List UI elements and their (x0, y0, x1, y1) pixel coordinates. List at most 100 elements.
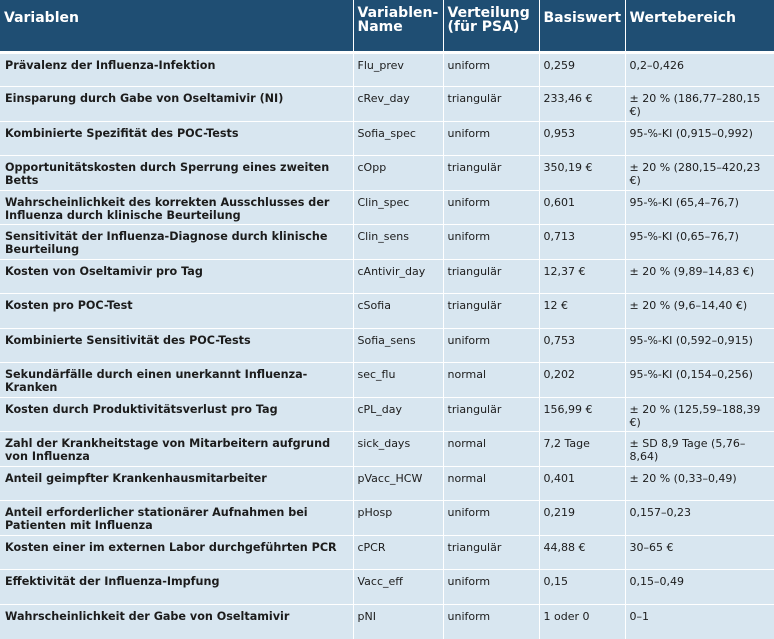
cell-variable-name: Vacc_eff (352, 569, 443, 605)
header-value-range: Wertebereich (624, 0, 774, 54)
cell-value-range: 30–65 € (624, 535, 774, 570)
table-row: Anteil geimpfter Krankenhausmitarbeiter p… (0, 466, 774, 501)
cell-value-range: 95-%-KI (0,154–0,256) (624, 362, 774, 398)
header-range-label: Wertebereich (629, 10, 737, 26)
cell-variable: Effektivität der Influenza-Impfung (0, 569, 353, 605)
cell-distribution: uniform (442, 604, 539, 639)
cell-variable-name: sec_flu (352, 362, 443, 398)
cell-variable: Kosten pro POC-Test (0, 293, 353, 329)
table-row: Sensitivität der Influenza-Diagnose durc… (0, 224, 774, 260)
cell-variable-name: Clin_sens (352, 224, 443, 260)
cell-value-range: 0,15–0,49 (624, 569, 774, 605)
table-row: Anteil erforderlicher stationärer Aufnah… (0, 500, 774, 536)
table-row: Effektivität der Influenza-Impfung Vacc_e… (0, 569, 774, 605)
table-row: Einsparung durch Gabe von Oseltamivir (N… (0, 86, 774, 122)
cell-value-range: ± 20 % (9,89–14,83 €) (624, 259, 774, 294)
header-dist-line2: (für PSA) (447, 19, 520, 35)
table-header-row: Variablen Variablen- Name Verteilung (für … (0, 0, 774, 54)
cell-variable: Einsparung durch Gabe von Oseltamivir (N… (0, 86, 353, 122)
header-base-label: Basiswert (543, 10, 622, 26)
header-distribution: Verteilung (für PSA) (442, 0, 539, 54)
cell-base-value: 0,953 (538, 121, 625, 156)
header-name-line1: Variablen- (357, 5, 439, 21)
table-row: Kosten von Oseltamivir pro Tag cAntivir_d… (0, 259, 774, 294)
table-body: Prävalenz der Influenza-Infektion Flu_pre… (0, 52, 774, 639)
cell-distribution: uniform (442, 224, 539, 260)
table-row: Kombinierte Spezifität des POC-Tests Sofi… (0, 121, 774, 156)
cell-variable-name: cAntivir_day (352, 259, 443, 294)
cell-variable: Wahrscheinlichkeit des korrekten Ausschl… (0, 190, 353, 225)
cell-distribution: triangulär (442, 86, 539, 122)
cell-variable-name: Sofia_spec (352, 121, 443, 156)
cell-variable-name: pNI (352, 604, 443, 639)
header-variable: Variablen (0, 0, 353, 54)
cell-base-value: 12 € (538, 293, 625, 329)
cell-variable-name: pHosp (352, 500, 443, 536)
cell-base-value: 0,753 (538, 328, 625, 363)
cell-variable-name: pVacc_HCW (352, 466, 443, 501)
cell-variable-name: cRev_day (352, 86, 443, 122)
table-row: Kosten pro POC-Test cSofia triangulär 12 € ±… (0, 293, 774, 329)
table-row: Wahrscheinlichkeit der Gabe von Oseltami… (0, 604, 774, 639)
cell-base-value: 0,601 (538, 190, 625, 225)
cell-value-range: ± 20 % (280,15–420,23 €) (624, 155, 774, 191)
table-row: Wahrscheinlichkeit des korrekten Ausschl… (0, 190, 774, 225)
cell-distribution: triangulär (442, 535, 539, 570)
cell-distribution: normal (442, 466, 539, 501)
cell-value-range: 0,157–0,23 (624, 500, 774, 536)
table-row: Kombinierte Sensitivität des POC-Tests So… (0, 328, 774, 363)
cell-variable: Kosten einer im externen Labor durchgefü… (0, 535, 353, 570)
table-row: Kosten durch Produktivitätsverlust pro T… (0, 397, 774, 432)
table-row: Sekundärfälle durch einen unerkannt Infl… (0, 362, 774, 398)
cell-base-value: 0,15 (538, 569, 625, 605)
table-row: Prävalenz der Influenza-Infektion Flu_pre… (0, 52, 774, 87)
cell-base-value: 44,88 € (538, 535, 625, 570)
cell-variable: Sensitivität der Influenza-Diagnose durc… (0, 224, 353, 260)
cell-distribution: normal (442, 362, 539, 398)
cell-base-value: 0,713 (538, 224, 625, 260)
cell-variable: Kosten durch Produktivitätsverlust pro T… (0, 397, 353, 432)
cell-variable-name: Clin_spec (352, 190, 443, 225)
cell-variable-name: Flu_prev (352, 52, 443, 87)
cell-distribution: uniform (442, 190, 539, 225)
cell-value-range: 95-%-KI (65,4–76,7) (624, 190, 774, 225)
cell-value-range: 95-%-KI (0,592–0,915) (624, 328, 774, 363)
cell-distribution: normal (442, 431, 539, 467)
cell-distribution: uniform (442, 500, 539, 536)
cell-base-value: 156,99 € (538, 397, 625, 432)
cell-variable: Kombinierte Sensitivität des POC-Tests (0, 328, 353, 363)
cell-variable: Kosten von Oseltamivir pro Tag (0, 259, 353, 294)
cell-variable-name: cPCR (352, 535, 443, 570)
cell-variable: Anteil erforderlicher stationärer Aufnah… (0, 500, 353, 536)
cell-variable-name: cOpp (352, 155, 443, 191)
cell-value-range: ± 20 % (125,59–188,39 €) (624, 397, 774, 432)
table-row: Zahl der Krankheitstage von Mitarbeitern… (0, 431, 774, 467)
cell-value-range: ± 20 % (0,33–0,49) (624, 466, 774, 501)
cell-distribution: uniform (442, 328, 539, 363)
cell-base-value: 0,401 (538, 466, 625, 501)
cell-variable: Kombinierte Spezifität des POC-Tests (0, 121, 353, 156)
cell-variable: Sekundärfälle durch einen unerkannt Infl… (0, 362, 353, 398)
cell-base-value: 233,46 € (538, 86, 625, 122)
cell-value-range: ± 20 % (9,6–14,40 €) (624, 293, 774, 329)
cell-distribution: uniform (442, 121, 539, 156)
cell-base-value: 0,259 (538, 52, 625, 87)
cell-distribution: triangulär (442, 259, 539, 294)
cell-variable-name: sick_days (352, 431, 443, 467)
cell-variable: Prävalenz der Influenza-Infektion (0, 52, 353, 87)
cell-value-range: 95-%-KI (0,65–76,7) (624, 224, 774, 260)
cell-distribution: triangulär (442, 293, 539, 329)
cell-distribution: triangulär (442, 397, 539, 432)
cell-variable-name: cSofia (352, 293, 443, 329)
cell-base-value: 1 oder 0 (538, 604, 625, 639)
header-variable-label: Variablen (4, 10, 79, 26)
cell-variable: Zahl der Krankheitstage von Mitarbeitern… (0, 431, 353, 467)
cell-distribution: triangulär (442, 155, 539, 191)
header-dist-line1: Verteilung (447, 5, 530, 21)
cell-value-range: 95-%-KI (0,915–0,992) (624, 121, 774, 156)
cell-variable-name: Sofia_sens (352, 328, 443, 363)
cell-variable: Anteil geimpfter Krankenhausmitarbeiter (0, 466, 353, 501)
header-variable-name: Variablen- Name (352, 0, 443, 54)
cell-variable-name: cPL_day (352, 397, 443, 432)
